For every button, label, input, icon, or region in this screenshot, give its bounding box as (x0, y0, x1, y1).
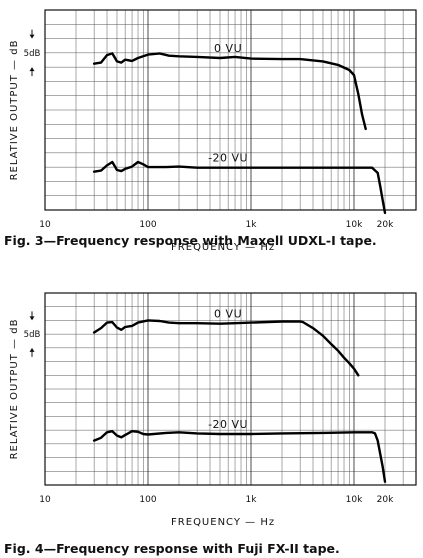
arrow-up-icon (29, 347, 35, 352)
y-axis-title: RELATIVE OUTPUT — dB (9, 40, 20, 181)
scale-label: 5dB (24, 49, 41, 59)
curve-0vu (92, 52, 367, 131)
plot-frame (44, 9, 417, 211)
x-tick-label: 1k (246, 495, 258, 505)
x-tick-label: 100 (139, 220, 156, 230)
curve-minus20vu (92, 160, 387, 215)
x-tick-label: 10 (39, 495, 51, 505)
series-label-minus20vu: -20 VU (208, 418, 248, 431)
x-tick-label: 10k (346, 220, 363, 230)
series-label-0vu: 0 VU (214, 42, 242, 55)
x-tick-labels: 10 100 1k 10k 20k (39, 495, 394, 505)
y-axis-title: RELATIVE OUTPUT — dB (9, 319, 20, 460)
chart-fig4: 0 VU -20 VU 10 100 1k 10k 20k RELATIVE OUTPUT… (9, 292, 417, 528)
curve-minus20vu (92, 430, 387, 483)
series-label-minus20vu: -20 VU (208, 152, 248, 165)
figure-caption: Fig. 4—Frequency response with Fuji FX-I… (4, 541, 340, 556)
x-axis-title: FREQUENCY — Hz (171, 517, 275, 528)
scale-label: 5dB (24, 330, 41, 340)
x-tick-labels: 10 100 1k 10k 20k (39, 220, 394, 230)
x-tick-label: 10k (346, 495, 363, 505)
scale-marker: 5dB (24, 29, 41, 77)
arrow-up-icon (29, 67, 35, 72)
x-tick-label: 20k (377, 220, 394, 230)
x-tick-label: 100 (139, 495, 156, 505)
arrow-down-icon (29, 34, 35, 39)
series-labels: 0 VU -20 VU (208, 42, 248, 165)
curves (92, 319, 387, 483)
x-tick-label: 1k (246, 220, 258, 230)
x-axis-title: FREQUENCY — Hz (171, 242, 275, 253)
series-labels: 0 VU -20 VU (208, 308, 248, 431)
x-tick-label: 20k (377, 495, 394, 505)
x-tick-label: 10 (39, 220, 51, 230)
scale-marker: 5dB (24, 311, 41, 357)
chart-fig3: 0 VU -20 VU 10 100 1k 10k 20k RELATIVE OUTPUT… (9, 9, 417, 253)
minor-grid (45, 293, 417, 485)
curve-0vu (92, 319, 360, 377)
series-label-0vu: 0 VU (214, 308, 242, 321)
figure-caption: Fig. 3—Frequency response with Maxell UD… (4, 233, 377, 248)
plot-frame (44, 292, 417, 486)
arrow-down-icon (29, 316, 35, 321)
curves (92, 52, 387, 215)
